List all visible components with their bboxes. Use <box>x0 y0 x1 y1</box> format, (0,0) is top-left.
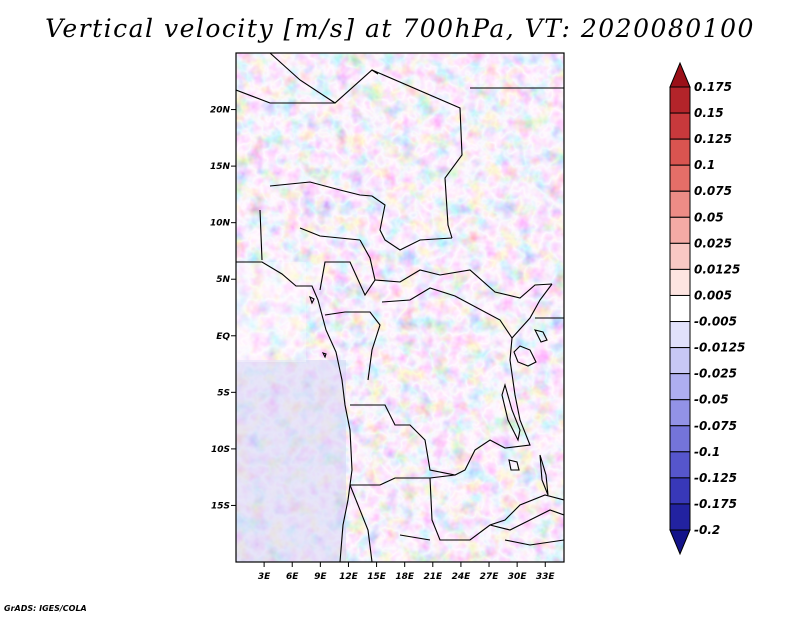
grads-footer: GrADS: IGES/COLA <box>4 604 87 613</box>
colorbar-label: -0.1 <box>694 445 720 459</box>
lat-tick-label: 15N <box>210 162 231 172</box>
lon-tick-label: 9E <box>314 572 327 582</box>
lon-tick-label: 6E <box>286 572 299 582</box>
lon-tick-label: 27E <box>480 572 500 582</box>
lon-tick-label: 24E <box>452 572 472 582</box>
drc-border <box>350 287 531 476</box>
colorbar-label: 0.05 <box>694 210 724 224</box>
chad-south <box>371 195 453 251</box>
colorbar-swatch <box>669 451 691 479</box>
map-title: Vertical velocity [m/s] at 700hPa, VT: 2… <box>45 14 755 43</box>
colorbar-swatch <box>669 138 691 166</box>
colorbar-swatch <box>669 477 691 505</box>
colorbar-label: 0.15 <box>694 106 724 120</box>
zimbabwe-moz-border <box>489 509 564 546</box>
colorbar: 0.175 0.15 0.125 0.1 0.075 0.05 0.025 0.0125 0.0… <box>669 61 745 556</box>
colorbar-swatch <box>669 268 691 296</box>
colorbar-swatch <box>669 347 691 375</box>
colorbar-label: -0.025 <box>694 367 737 381</box>
colorbar-swatch <box>669 164 691 192</box>
colorbar-label: -0.005 <box>694 315 737 329</box>
ocean-smooth-region <box>236 360 346 562</box>
colorbar-swatch <box>669 425 691 453</box>
colorbar-label: -0.05 <box>694 393 729 407</box>
colorbar-swatch <box>669 373 691 401</box>
lon-tick-label: 30E <box>508 572 528 582</box>
nigeria-borders <box>259 181 373 261</box>
colorbar-label: -0.175 <box>694 497 737 511</box>
colorbar-label: 0.025 <box>694 236 732 250</box>
lon-tick-label: 15E <box>367 572 387 582</box>
colorbar-bottom-arrow <box>669 529 691 556</box>
colorbar-label: 0.1 <box>694 158 715 172</box>
ocean-west-region <box>236 262 306 362</box>
lake-tanganyika <box>501 383 521 442</box>
colorbar-label: -0.125 <box>694 471 737 485</box>
lon-tick-label: 12E <box>339 572 359 582</box>
colorbar-label: 0.125 <box>694 132 732 146</box>
lon-tick-label: 21E <box>423 572 443 582</box>
lat-tick-label: 5S <box>217 388 230 398</box>
lat-tick-label: 10N <box>210 219 231 229</box>
sahara-border-2 <box>236 89 335 104</box>
cameroon-border <box>319 239 376 297</box>
map-frame <box>235 52 565 563</box>
colorbar-swatch <box>669 503 691 531</box>
colorbar-swatch <box>669 399 691 427</box>
colorbar-label: 0.0125 <box>694 262 740 276</box>
velocity-field <box>236 53 564 562</box>
car-border <box>374 269 553 299</box>
colorbar-top-arrow <box>669 61 691 88</box>
lon-tick-label: 33E <box>536 572 556 582</box>
colorbar-swatch <box>669 190 691 218</box>
colorbar-swatch <box>669 216 691 244</box>
colorbar-swatch <box>669 294 691 323</box>
niger-chad-border <box>371 69 463 239</box>
lat-tick-label: 10S <box>211 445 230 455</box>
colorbar-label: 0.075 <box>694 184 732 198</box>
colorbar-label: 0.005 <box>694 288 732 302</box>
colorbar-label: -0.075 <box>694 419 737 433</box>
country-borders <box>236 53 564 562</box>
east-africa-border <box>511 283 564 339</box>
west-africa-coastline <box>236 261 353 562</box>
lat-tick-label: 5N <box>216 275 230 285</box>
colorbar-label: -0.0125 <box>694 341 745 355</box>
lon-tick-label: 18E <box>395 572 415 582</box>
lat-tick-label: 15S <box>211 501 230 511</box>
coast-blobs <box>508 329 548 471</box>
colorbar-swatch <box>669 321 691 349</box>
lat-tick-label: 20N <box>210 106 231 116</box>
colorbar-label: -0.2 <box>694 523 720 537</box>
colorbar-swatch <box>669 86 691 114</box>
colorbar-label: 0.175 <box>694 80 732 94</box>
longitude-ticks: 3E 6E 9E 12E 15E 18E 21E 24E 27E 30E 33E <box>258 562 556 582</box>
namibia-border <box>349 484 431 562</box>
lat-tick-label: EQ <box>216 332 230 342</box>
latitude-ticks: 20N 15N 10N 5N EQ 5S 10S 15S <box>210 106 236 511</box>
gulf-islands <box>309 295 327 359</box>
lake-malawi <box>539 454 549 496</box>
lon-tick-label: 3E <box>258 572 271 582</box>
colorbar-swatch <box>669 112 691 140</box>
congo-border <box>324 311 381 381</box>
colorbar-swatch <box>669 242 691 270</box>
